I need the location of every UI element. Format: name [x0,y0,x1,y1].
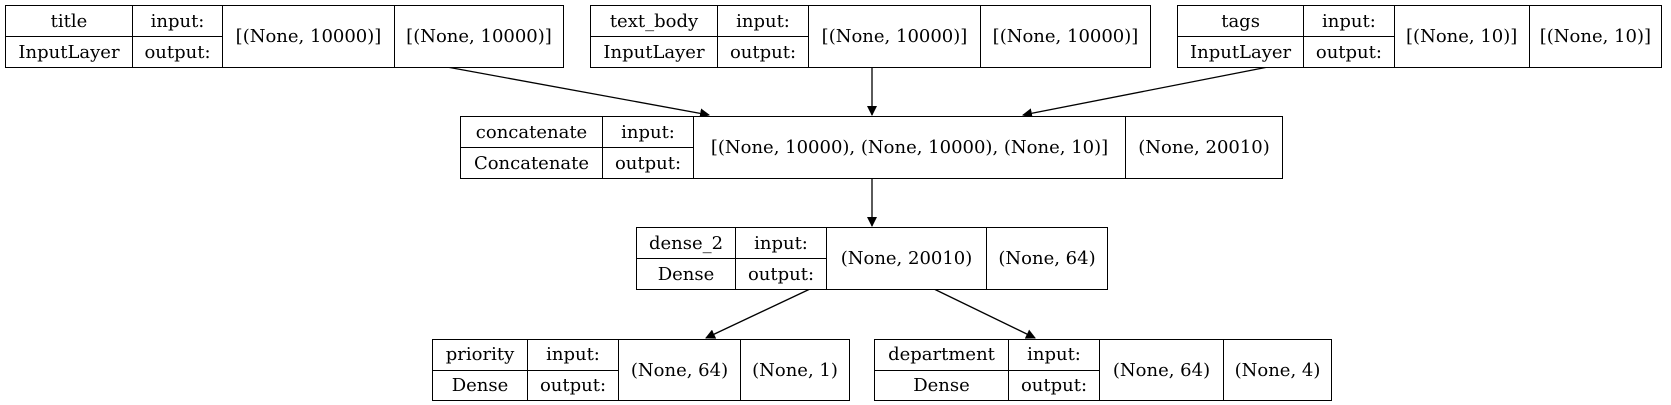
layer-name: tags [1178,6,1304,37]
layer-type: Dense [913,374,970,396]
output-shape-cell: (None, 4) [1224,340,1331,400]
output-shape: [(None, 10000)] [406,26,552,47]
output-label: output: [729,41,797,63]
output-shape: (None, 64) [998,248,1096,269]
layer-name: priority [433,340,527,371]
layer-type: InputLayer [603,41,705,63]
layer-name-type-cell: concatenate Concatenate [461,117,603,178]
layer-type: Dense [657,263,715,285]
input-shape: [(None, 10000)] [235,26,382,47]
input-label: input: [528,340,618,371]
io-label-cell: input: output: [603,117,694,178]
node-department: department Dense input: output: (None, 6… [874,339,1332,401]
input-label: input: [718,6,808,37]
output-label: output: [614,152,682,174]
layer-name: concatenate [461,117,602,148]
node-dense_2: dense_2 Dense input: output: (None, 2001… [636,227,1108,290]
layer-name: title [6,6,132,37]
layer-name-type-cell: title InputLayer [6,6,133,67]
output-label: output: [144,41,211,63]
output-shape: (None, 4) [1234,359,1321,381]
node-title: title InputLayer input: output: [(None, … [5,5,564,68]
input-label: input: [736,228,826,259]
io-label-cell: input: output: [736,228,827,289]
edge-title-to-concatenate [446,66,710,119]
input-shape: (None, 20010) [840,248,973,269]
output-shape: (None, 1) [752,359,838,381]
io-label-cell: input: output: [718,6,809,67]
io-label-cell: input: output: [133,6,223,67]
node-priority: priority Dense input: output: (None, 64)… [432,339,850,401]
layer-name: department [875,340,1008,371]
output-shape: [(None, 10)] [1539,26,1652,47]
layer-name-type-cell: priority Dense [433,340,528,400]
input-shape-cell: [(None, 10000)] [223,6,395,67]
output-label: output: [747,263,815,285]
output-shape-cell: (None, 64) [987,228,1107,289]
input-shape: (None, 64) [630,359,729,381]
layer-type: Dense [451,374,509,396]
layer-type: InputLayer [1190,41,1292,63]
layer-name: text_body [591,6,717,37]
layer-name-type-cell: text_body InputLayer [591,6,718,67]
input-shape-cell: (None, 64) [619,340,741,400]
input-shape-cell: [(None, 10)] [1395,6,1530,67]
layer-name-type-cell: tags InputLayer [1178,6,1305,67]
layer-name-type-cell: dense_2 Dense [637,228,736,289]
output-shape: (None, 20010) [1138,137,1270,158]
output-label: output: [1020,374,1088,396]
layer-type: Concatenate [473,152,590,174]
output-shape: [(None, 10000)] [992,26,1139,47]
input-shape: (None, 64) [1112,359,1211,381]
input-label: input: [1009,340,1099,371]
input-shape-cell: (None, 64) [1100,340,1224,400]
output-shape-cell: [(None, 10000)] [981,6,1150,67]
input-shape: [(None, 10000)] [821,26,968,47]
io-label-cell: input: output: [528,340,619,400]
edge-tags-to-concatenate [1022,66,1269,119]
layer-type: InputLayer [18,41,120,63]
input-label: input: [1304,6,1394,37]
input-label: input: [133,6,222,37]
io-label-cell: input: output: [1304,6,1395,67]
io-label-cell: input: output: [1009,340,1100,400]
input-shape-cell: (None, 20010) [827,228,987,289]
output-shape-cell: (None, 20010) [1126,117,1282,178]
layer-name-type-cell: department Dense [875,340,1009,400]
layer-name: dense_2 [637,228,735,259]
input-shape: [(None, 10000), (None, 10000), (None, 10… [710,137,1109,158]
output-shape-cell: [(None, 10000)] [395,6,563,67]
input-shape-cell: [(None, 10000)] [809,6,981,67]
node-text_body: text_body InputLayer input: output: [(No… [590,5,1151,68]
input-shape: [(None, 10)] [1406,26,1518,47]
edge-dense_2-to-department [933,288,1036,339]
input-label: input: [603,117,693,148]
node-concatenate: concatenate Concatenate input: output: [… [460,116,1283,179]
output-shape-cell: (None, 1) [741,340,849,400]
output-shape-cell: [(None, 10)] [1530,6,1661,67]
node-tags: tags InputLayer input: output: [(None, 1… [1177,5,1662,68]
edge-dense_2-to-priority [705,288,811,339]
output-label: output: [539,374,607,396]
output-label: output: [1315,41,1382,63]
input-shape-cell: [(None, 10000), (None, 10000), (None, 10… [694,117,1126,178]
